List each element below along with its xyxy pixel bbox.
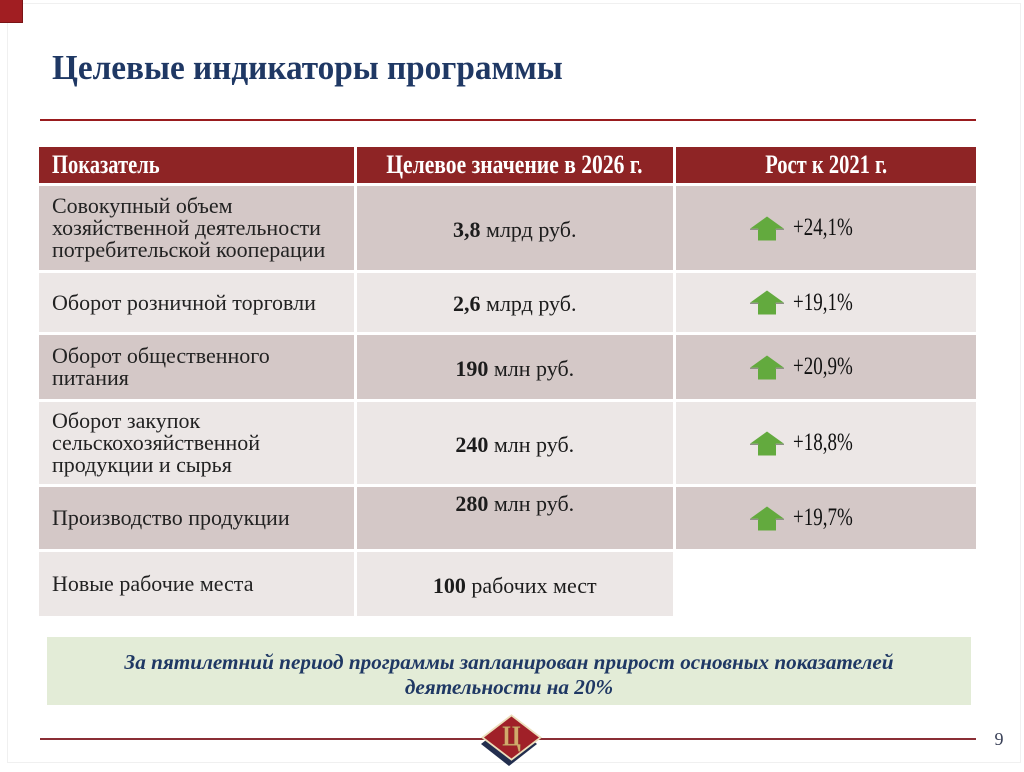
svg-text:Ц: Ц [502, 719, 521, 752]
